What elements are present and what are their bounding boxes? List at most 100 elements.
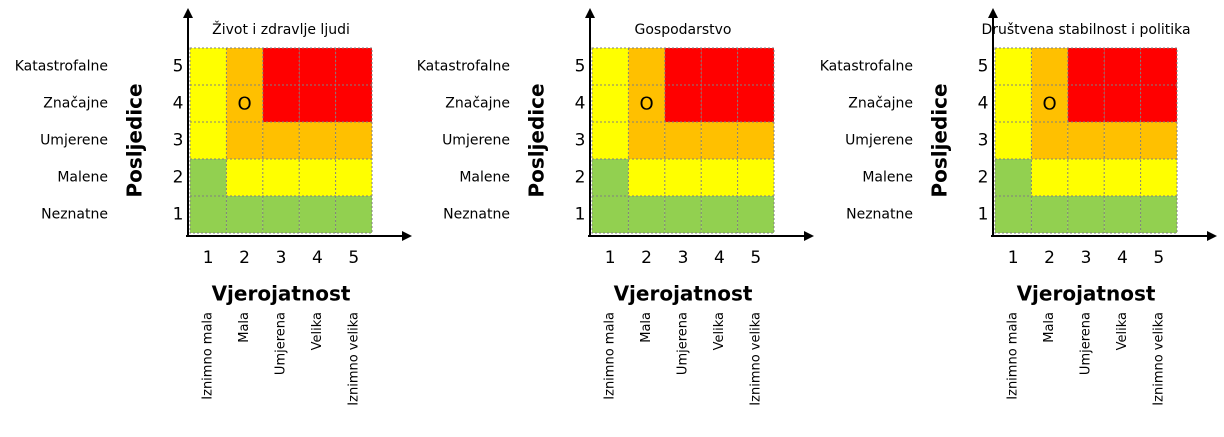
cell xyxy=(1140,48,1177,85)
cell xyxy=(190,122,227,159)
cell xyxy=(701,85,738,122)
cell xyxy=(1104,48,1141,85)
matrix-title: Život i zdravlje ljudi xyxy=(212,20,350,38)
cell xyxy=(226,159,263,196)
y-number: 3 xyxy=(575,131,586,151)
risk-matrix: Život i zdravlje ljudi Katastrofalne Znača… xyxy=(15,8,412,406)
cell xyxy=(701,159,738,196)
cell xyxy=(226,85,263,122)
severity-label: Malene xyxy=(862,170,913,186)
cell xyxy=(1140,159,1177,196)
cell xyxy=(190,159,227,196)
cell xyxy=(299,196,336,233)
cell xyxy=(664,196,702,233)
cell xyxy=(335,122,372,159)
cell xyxy=(592,196,629,233)
y-number: 1 xyxy=(978,205,989,225)
cell xyxy=(592,85,629,122)
severity-label: Malene xyxy=(459,170,510,186)
y-number: 2 xyxy=(978,168,989,188)
cell xyxy=(335,159,372,196)
cell xyxy=(701,196,738,233)
risk-marker: O xyxy=(640,94,654,115)
x-number: 3 xyxy=(276,248,287,268)
cell xyxy=(737,85,774,122)
x-number: 3 xyxy=(1081,248,1092,268)
x-number: 1 xyxy=(1008,248,1019,268)
y-axis-title: Posljedice xyxy=(525,83,549,197)
x-arrow xyxy=(804,231,814,241)
cell xyxy=(299,48,336,85)
y-number: 5 xyxy=(978,57,989,77)
cell xyxy=(1140,122,1177,159)
cell xyxy=(1031,122,1068,159)
cell xyxy=(1031,85,1068,122)
cell xyxy=(299,85,336,122)
y-number: 4 xyxy=(575,94,586,114)
cell xyxy=(664,48,702,85)
likelihood-label: Velika xyxy=(1115,312,1130,350)
likelihood-label: Iznimno velika xyxy=(346,312,361,406)
severity-label: Umjerene xyxy=(40,133,108,149)
x-number: 2 xyxy=(1044,248,1055,268)
x-number: 1 xyxy=(203,248,214,268)
severity-label: Značajne xyxy=(445,96,510,112)
cell xyxy=(737,48,774,85)
x-number: 4 xyxy=(714,248,725,268)
cell xyxy=(737,196,774,233)
likelihood-label: Iznimno velika xyxy=(1151,312,1166,406)
cell xyxy=(592,122,629,159)
cell xyxy=(628,159,665,196)
likelihood-label: Velika xyxy=(712,312,727,350)
matrix-title: Društvena stabilnost i politika xyxy=(981,22,1190,38)
y-number: 2 xyxy=(575,168,586,188)
grid-border xyxy=(189,47,373,234)
cell xyxy=(262,48,300,85)
cell xyxy=(335,85,372,122)
cell xyxy=(1140,196,1177,233)
cell xyxy=(664,85,702,122)
x-number: 5 xyxy=(348,248,359,268)
risk-matrix: Društvena stabilnost i politika Katastrof… xyxy=(820,8,1217,406)
cell xyxy=(299,122,336,159)
cell xyxy=(190,48,227,85)
x-axis-title: Vjerojatnost xyxy=(212,282,351,306)
likelihood-label: Iznimno mala xyxy=(603,312,618,400)
severity-label: Značajne xyxy=(43,96,108,112)
cell xyxy=(335,196,372,233)
likelihood-label: Mala xyxy=(639,312,654,343)
cell xyxy=(737,122,774,159)
cell xyxy=(262,196,300,233)
likelihood-label: Mala xyxy=(237,312,252,343)
cell xyxy=(190,85,227,122)
y-number: 1 xyxy=(575,205,586,225)
likelihood-label: Mala xyxy=(1042,312,1057,343)
y-number: 2 xyxy=(173,168,184,188)
y-number: 5 xyxy=(173,57,184,77)
cell xyxy=(1031,48,1068,85)
cell xyxy=(592,48,629,85)
cell xyxy=(737,159,774,196)
severity-label: Neznatne xyxy=(41,207,108,223)
matrix-title: Gospodarstvo xyxy=(634,22,731,38)
cell xyxy=(628,48,665,85)
risk-marker: O xyxy=(238,94,252,115)
cell xyxy=(1031,159,1068,196)
cell xyxy=(1104,196,1141,233)
cell xyxy=(1067,122,1105,159)
cell xyxy=(190,196,227,233)
severity-label: Značajne xyxy=(848,96,913,112)
severity-label: Umjerene xyxy=(845,133,913,149)
y-arrow xyxy=(183,8,193,18)
cell xyxy=(592,159,629,196)
y-number: 1 xyxy=(173,205,184,225)
likelihood-label: Umjerena xyxy=(274,312,289,375)
cell xyxy=(628,122,665,159)
cell xyxy=(335,48,372,85)
x-number: 5 xyxy=(750,248,761,268)
severity-label: Katastrofalne xyxy=(820,59,913,75)
y-arrow xyxy=(988,8,998,18)
cell xyxy=(1031,196,1068,233)
y-number: 4 xyxy=(978,94,989,114)
